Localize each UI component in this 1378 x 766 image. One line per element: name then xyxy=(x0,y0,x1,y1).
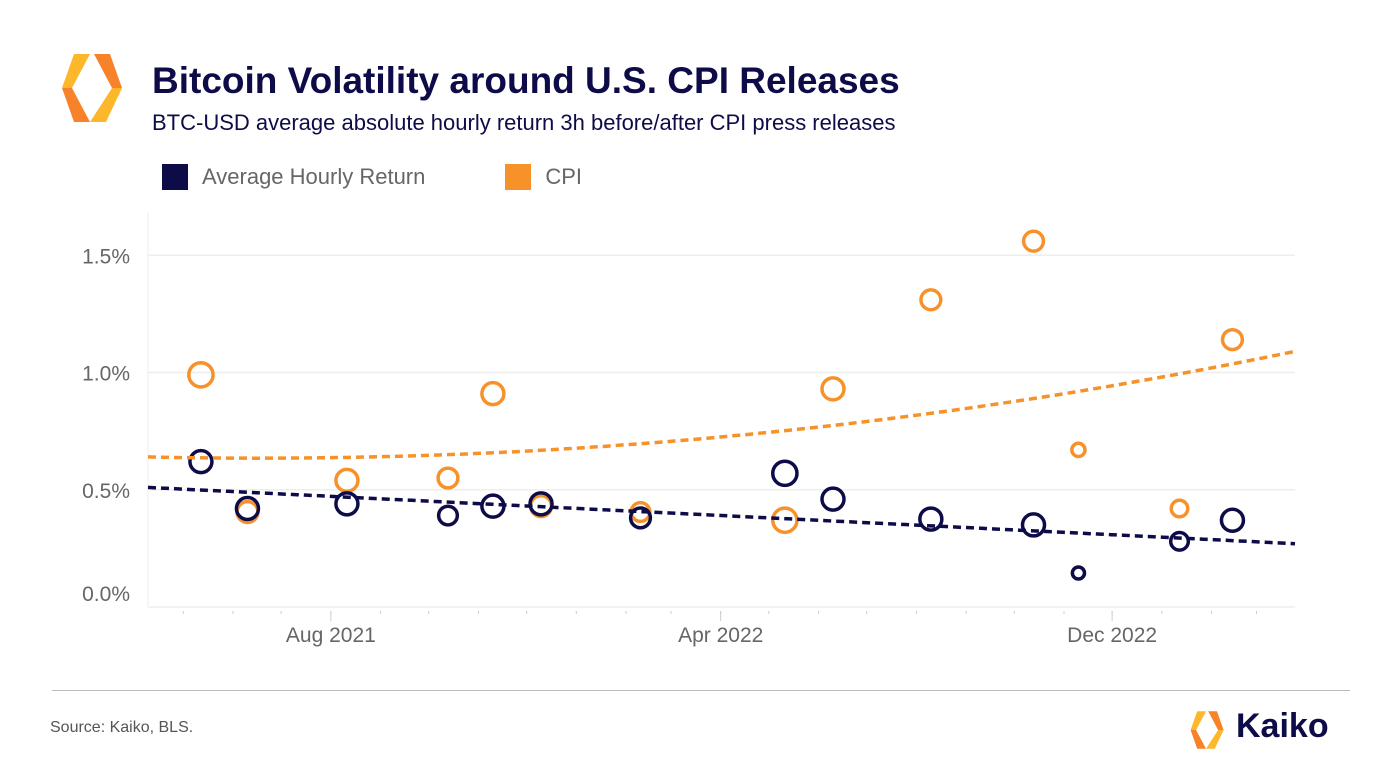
data-point-cpi xyxy=(771,506,799,535)
legend-label: Average Hourly Return xyxy=(202,164,426,189)
chart-title: Bitcoin Volatility around U.S. CPI Relea… xyxy=(152,60,900,101)
kaiko-logo-icon xyxy=(62,54,122,122)
data-point-cpi xyxy=(1220,328,1245,352)
kaiko-brand-icon xyxy=(1190,711,1224,749)
legend-swatch xyxy=(505,164,532,190)
data-point-avg-return xyxy=(918,506,944,532)
x-tick-label: Aug 2021 xyxy=(286,624,376,647)
data-point-avg-return xyxy=(234,495,261,522)
data-point-avg-return xyxy=(1070,565,1087,581)
chart-subtitle: BTC-USD average absolute hourly return 3… xyxy=(152,110,896,135)
legend: Average Hourly Return CPI xyxy=(162,164,662,190)
brand-name: Kaiko xyxy=(1236,707,1329,745)
data-point-avg-return xyxy=(528,491,554,517)
y-tick-label: 1.0% xyxy=(82,363,130,386)
footer-divider xyxy=(52,690,1350,691)
source-note: Source: Kaiko, BLS. xyxy=(50,719,194,736)
x-tick-label: Dec 2022 xyxy=(1067,624,1157,647)
trend-line-avg-return xyxy=(147,485,1296,546)
x-tick-label: Apr 2022 xyxy=(678,624,763,647)
legend-swatch xyxy=(162,164,188,190)
data-point-cpi xyxy=(436,466,460,490)
data-point-avg-return xyxy=(188,448,214,475)
data-point-cpi xyxy=(919,288,943,312)
data-point-cpi xyxy=(480,380,506,407)
data-point-avg-return xyxy=(1168,530,1191,552)
data-point-avg-return xyxy=(1219,507,1246,533)
y-tick-label: 0.0% xyxy=(82,583,130,606)
data-point-avg-return xyxy=(334,491,360,517)
trend-line-cpi xyxy=(147,349,1296,460)
data-point-cpi xyxy=(1021,229,1046,253)
data-point-avg-return xyxy=(1020,512,1047,538)
data-point-cpi xyxy=(187,360,215,389)
data-point-avg-return xyxy=(436,504,460,527)
data-point-avg-return xyxy=(771,459,799,488)
data-point-avg-return xyxy=(628,506,653,530)
data-point-cpi xyxy=(334,467,360,494)
legend-item-cpi: CPI xyxy=(505,164,582,190)
legend-label: CPI xyxy=(545,164,583,189)
scatter-plot: 0.0% 0.5% 1.0% 1.5% Aug 2021 Apr 2022 Dec 2022 xyxy=(82,212,1296,647)
legend-item-average-hourly-return: Average Hourly Return xyxy=(162,164,425,190)
y-tick-label: 1.5% xyxy=(82,245,130,268)
y-tick-label: 0.5% xyxy=(82,480,130,503)
data-point-avg-return xyxy=(820,486,846,512)
data-point-cpi xyxy=(820,376,846,402)
data-point-cpi xyxy=(1169,498,1190,519)
data-point-cpi xyxy=(1070,441,1087,459)
